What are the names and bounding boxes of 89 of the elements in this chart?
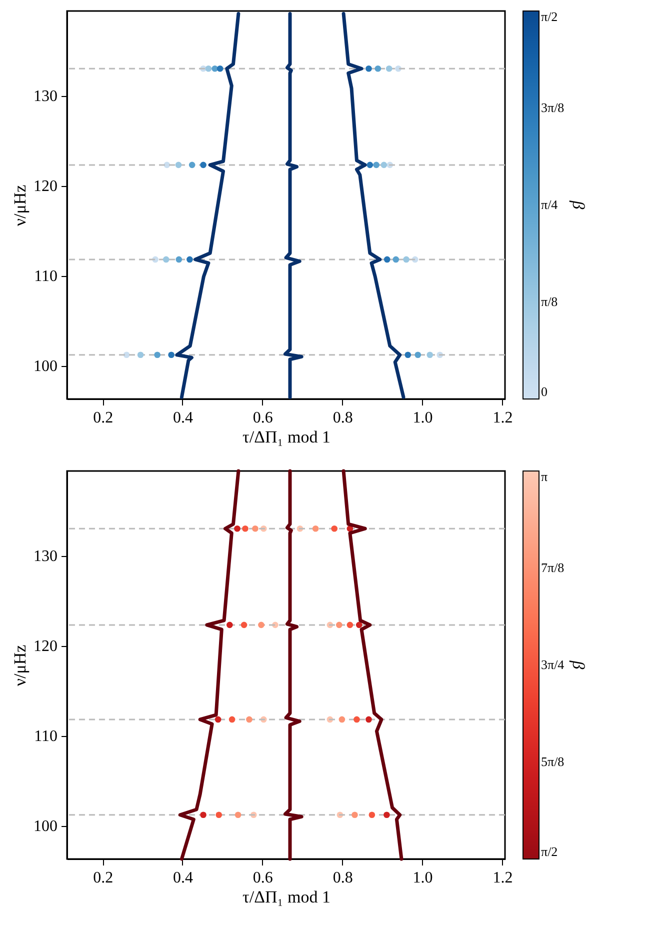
point	[216, 812, 222, 818]
point	[200, 812, 206, 818]
y-tick-label: 100	[34, 358, 58, 376]
point	[366, 162, 374, 168]
point	[386, 65, 392, 72]
point	[212, 65, 218, 72]
point	[216, 65, 224, 72]
point	[258, 622, 264, 628]
x-tick-label: 0.4	[172, 410, 193, 426]
y-tick-label: 130	[34, 548, 58, 566]
point	[176, 256, 182, 263]
point	[356, 622, 362, 628]
x-tick-label: 0.4	[172, 870, 193, 886]
line-series	[342, 12, 406, 399]
point	[346, 622, 354, 628]
point	[368, 812, 376, 818]
x-tick-label: 0.8	[332, 870, 353, 886]
color-bar-label: π/2	[541, 844, 558, 859]
point	[354, 716, 360, 723]
point	[234, 525, 240, 532]
point	[205, 65, 212, 72]
y-tick-label: 120	[34, 638, 58, 656]
color-bar-label: 3π/8	[541, 100, 564, 115]
x-tick-label: 1.0	[412, 410, 433, 426]
x-tick-label: 1.2	[492, 410, 513, 426]
point	[154, 352, 160, 358]
point	[404, 352, 412, 358]
line-series	[283, 469, 304, 861]
point	[252, 525, 258, 532]
point	[186, 256, 193, 263]
color-bar-title: β	[569, 660, 588, 670]
color-bar-label: π/2	[541, 9, 558, 24]
point	[374, 65, 382, 72]
point	[366, 65, 372, 72]
color-bar-label: π/8	[541, 294, 558, 309]
y-axis-title: ν/μHz	[10, 184, 30, 226]
x-tick-label: 0.8	[332, 410, 353, 426]
point	[373, 162, 380, 168]
x-tick-label: 0.6	[252, 870, 273, 886]
x-tick-label: 0.2	[93, 410, 114, 426]
color-bar-label: 0	[541, 384, 548, 399]
color-bar-label: 7π/8	[541, 560, 564, 575]
x-axis-title: τ/ΔΠ₁ mod 1	[242, 888, 330, 906]
color-bar-label: 5π/8	[541, 754, 564, 769]
point	[168, 352, 174, 358]
point	[392, 256, 400, 263]
point	[188, 162, 196, 168]
point	[234, 812, 242, 818]
point	[380, 162, 388, 168]
point	[312, 525, 319, 532]
point	[226, 622, 233, 628]
y-tick-label: 100	[34, 818, 58, 836]
color-bar-label: 3π/4	[541, 657, 565, 672]
point	[331, 525, 338, 532]
point	[336, 622, 342, 628]
point	[137, 352, 144, 358]
color-bar-label: π	[541, 469, 548, 484]
point	[426, 352, 434, 358]
point	[214, 716, 222, 723]
x-tick-label: 0.2	[93, 870, 114, 886]
point	[200, 162, 206, 168]
point	[242, 525, 248, 532]
y-tick-label: 130	[34, 88, 58, 106]
point	[403, 256, 410, 263]
point	[384, 256, 390, 263]
point	[175, 162, 182, 168]
point	[366, 716, 372, 723]
point	[246, 716, 252, 723]
point	[384, 812, 390, 818]
point	[240, 622, 248, 628]
y-axis-title: ν/μHz	[10, 644, 30, 686]
color-bar-label: π/4	[541, 197, 558, 212]
y-tick-label: 110	[34, 728, 58, 746]
x-tick-label: 0.6	[252, 410, 273, 426]
line-series	[175, 12, 240, 399]
point	[228, 716, 236, 723]
point	[162, 256, 170, 263]
point	[414, 352, 422, 358]
x-tick-label: 1.0	[412, 870, 433, 886]
x-tick-label: 1.2	[492, 870, 513, 886]
line-series	[178, 469, 240, 861]
point	[352, 812, 358, 818]
line-series	[342, 469, 404, 861]
y-tick-label: 120	[34, 178, 58, 196]
x-axis-title: τ/ΔΠ₁ mod 1	[242, 428, 330, 446]
point	[338, 716, 346, 723]
line-series	[283, 12, 304, 399]
y-tick-label: 110	[34, 268, 58, 286]
color-bar-title: β	[569, 200, 588, 210]
